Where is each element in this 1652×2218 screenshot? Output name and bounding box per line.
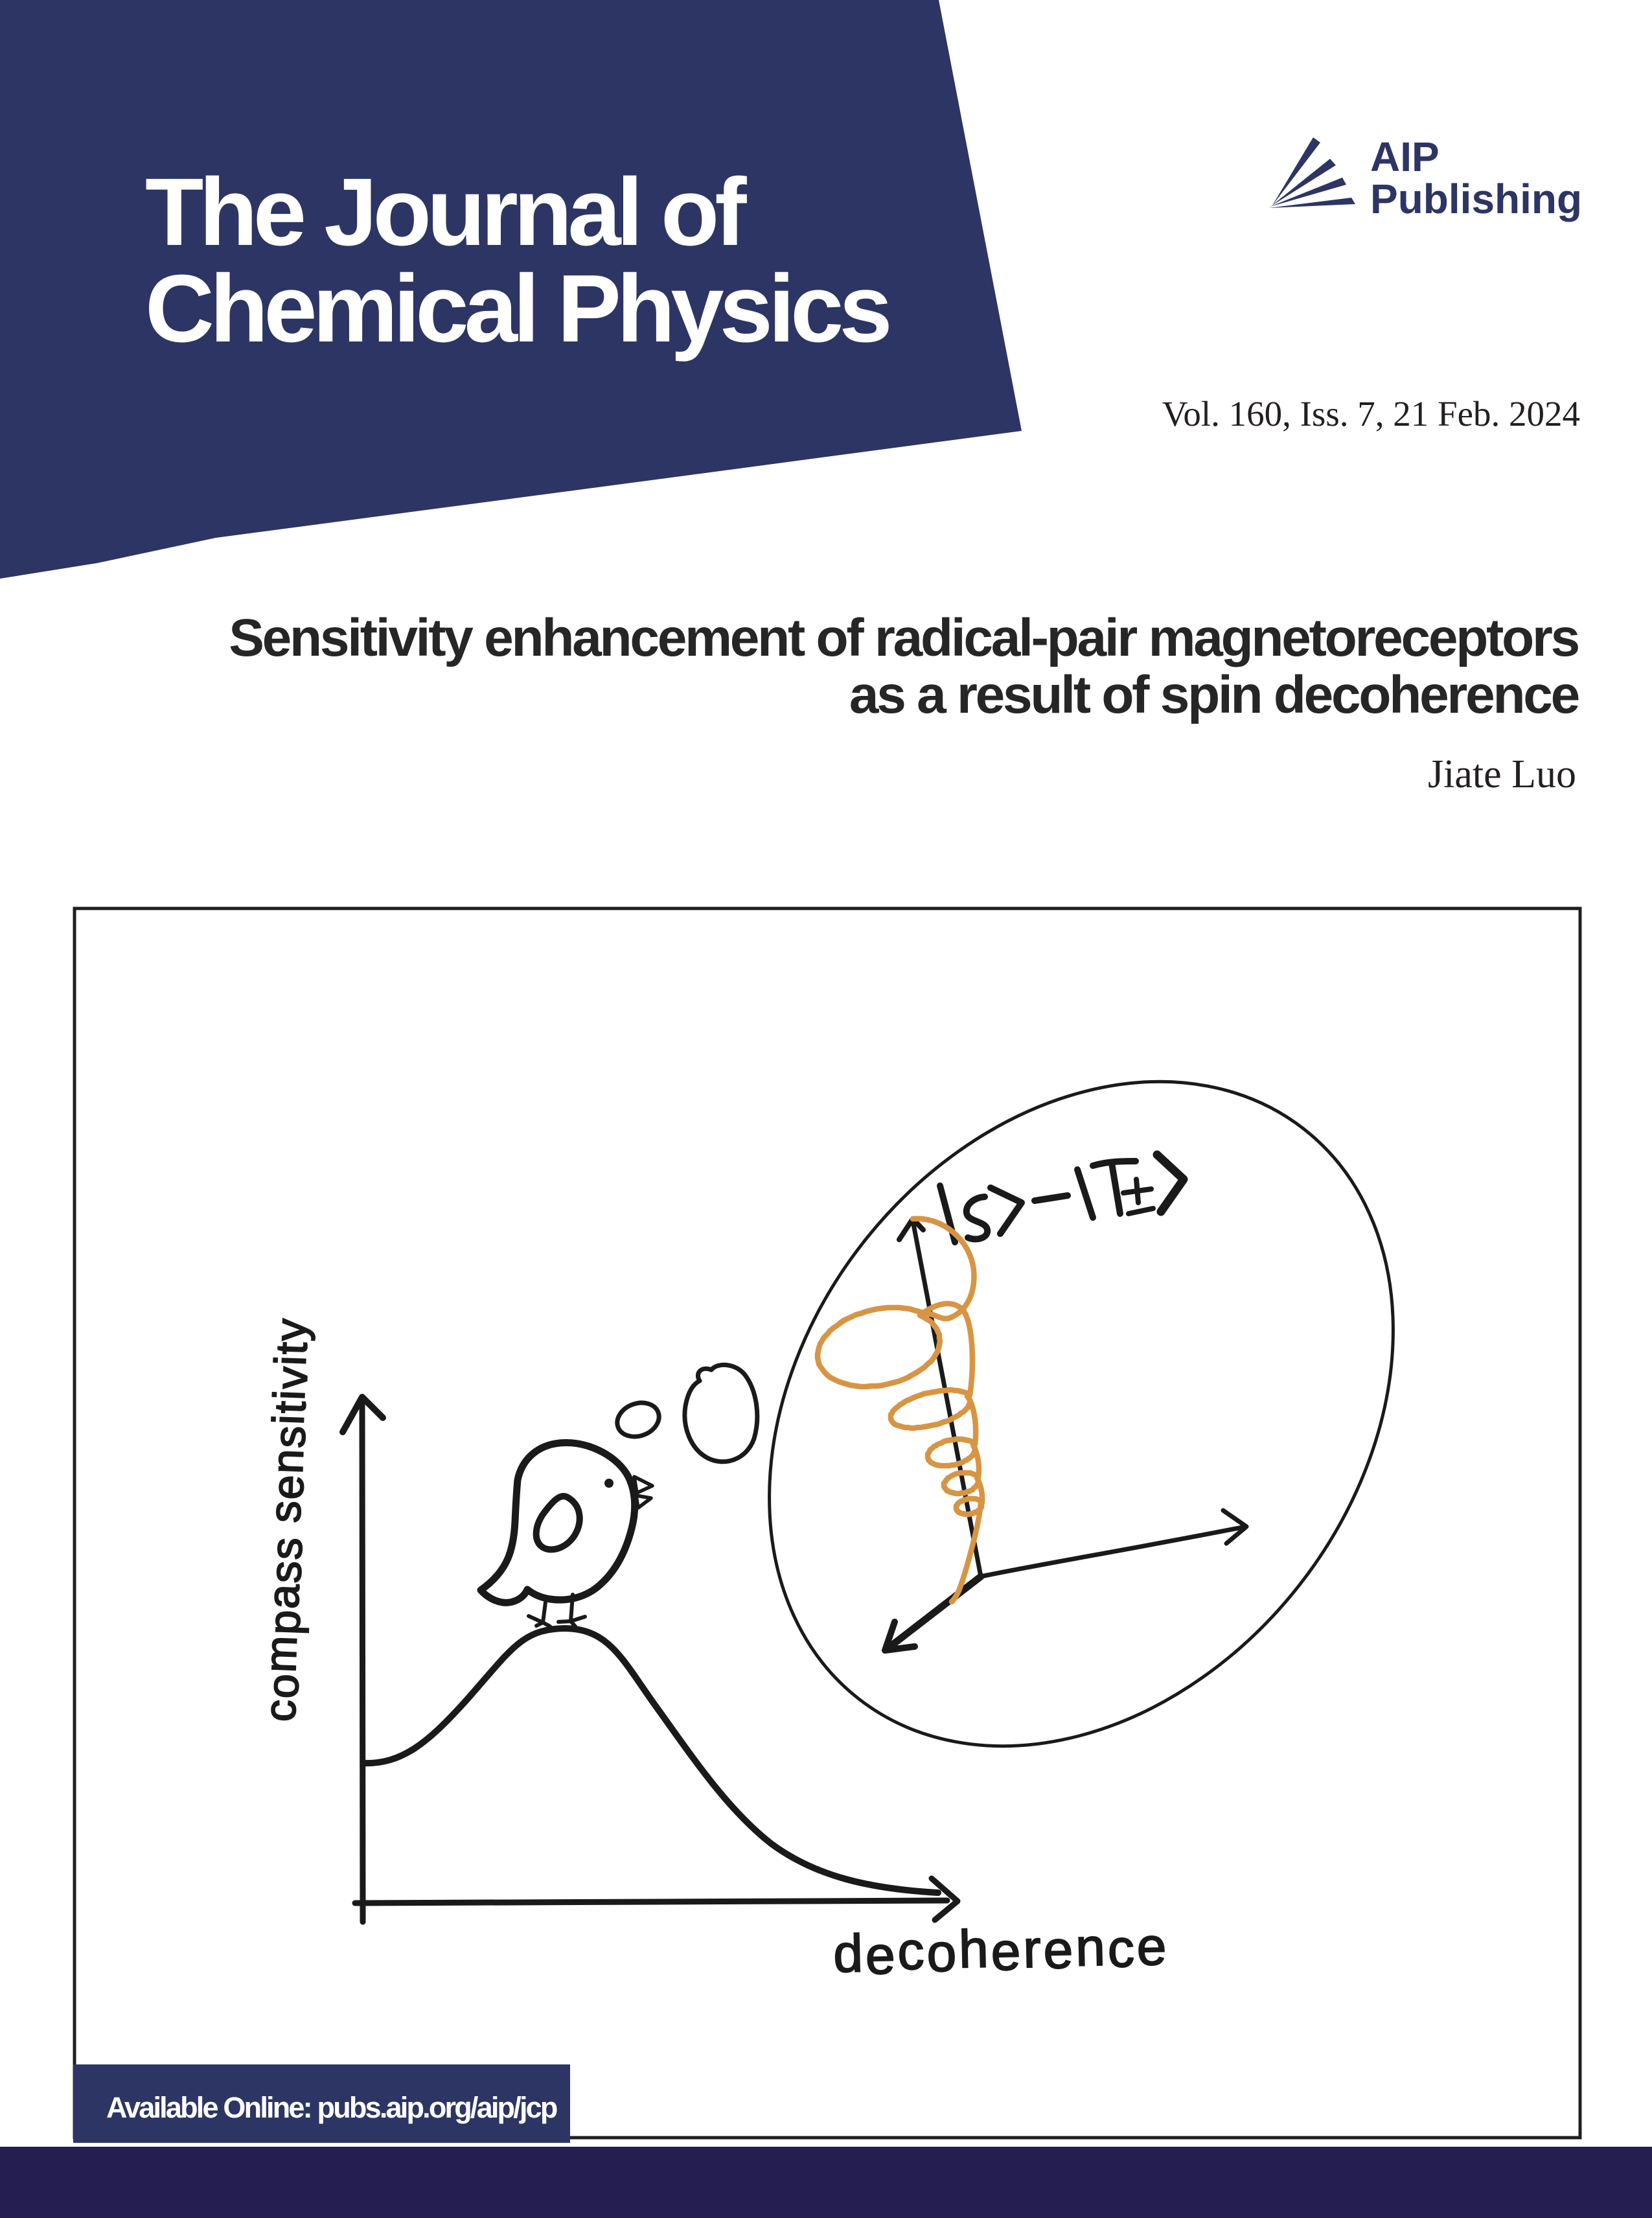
- svg-text:decoherence: decoherence: [832, 1916, 1169, 1987]
